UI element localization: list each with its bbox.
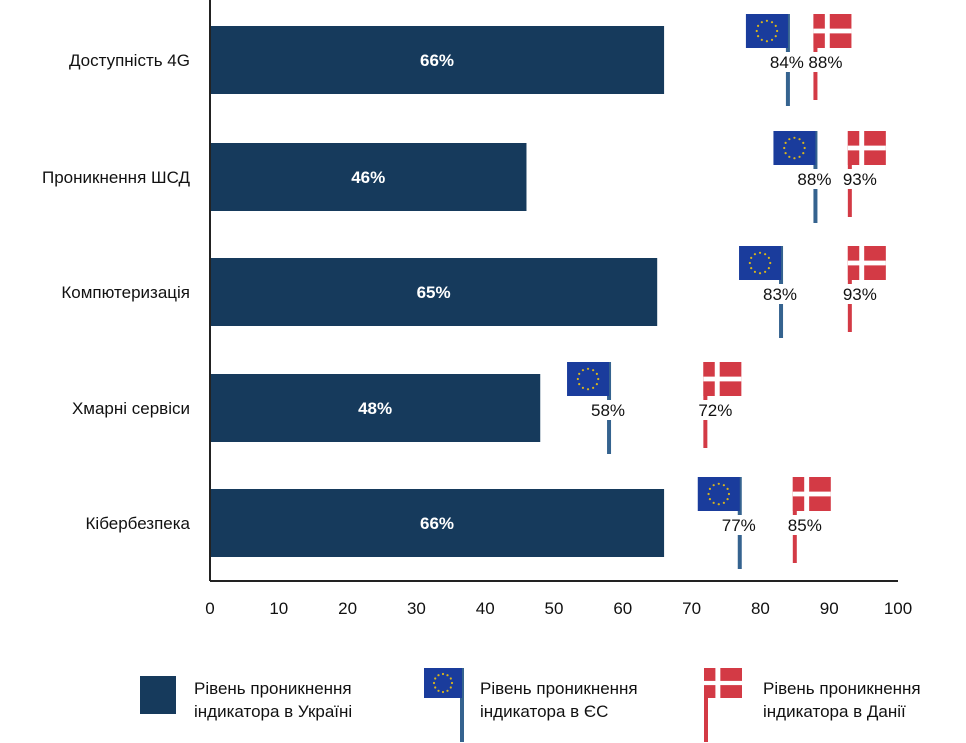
- x-tick-label: 30: [407, 599, 426, 618]
- x-tick-label: 90: [820, 599, 839, 618]
- eu-value-label: 77%: [722, 516, 756, 535]
- denmark-flag-icon: [847, 246, 886, 280]
- x-tick-label: 0: [205, 599, 214, 618]
- legend-eu-pole: [460, 668, 464, 742]
- eu-flag-icon: [739, 246, 782, 280]
- category-labels: Доступність 4G Проникнення ШСД Компютериза…: [42, 51, 191, 533]
- bar-value-label: 66%: [420, 514, 454, 533]
- eu-flag-icon: [424, 668, 462, 698]
- bar-ukraine: [210, 258, 658, 326]
- denmark-marker: 93%: [837, 131, 886, 217]
- denmark-marker: 85%: [782, 477, 831, 563]
- denmark-flag-icon: [813, 14, 852, 48]
- eu-label-bg: [789, 169, 840, 189]
- bar-ukraine: [210, 143, 527, 211]
- bar-value-label: 66%: [420, 51, 454, 70]
- x-tick-label: 70: [682, 599, 701, 618]
- category-label: Проникнення ШСД: [42, 168, 190, 187]
- eu-flag-icon: [773, 131, 816, 165]
- x-tick-label: 20: [338, 599, 357, 618]
- legend-label-line1: Рівень проникнення: [194, 679, 352, 698]
- eu-marker: 83%: [739, 246, 806, 338]
- x-tick-label: 60: [613, 599, 632, 618]
- bar-value-label: 48%: [358, 399, 392, 418]
- x-tick-label: 40: [476, 599, 495, 618]
- denmark-value-label: 72%: [698, 401, 732, 420]
- legend-denmark-pole: [704, 668, 708, 742]
- denmark-label-bg: [693, 400, 740, 420]
- eu-value-label: 88%: [797, 170, 831, 189]
- denmark-value-label: 93%: [843, 170, 877, 189]
- denmark-label-bg: [837, 169, 884, 189]
- eu-label-bg: [761, 52, 812, 72]
- x-tick-label: 100: [884, 599, 912, 618]
- bar-ukraine: [210, 26, 665, 94]
- denmark-flag-icon: [703, 362, 742, 396]
- eu-value-label: 84%: [770, 53, 804, 72]
- legend-bar-swatch: [140, 676, 176, 714]
- x-axis: 0 10 20 30 40 50 60 70 80 90 100: [205, 0, 912, 618]
- x-tick-label: 50: [545, 599, 564, 618]
- eu-flag-icon: [567, 362, 610, 396]
- legend-item-ukraine: Рівень проникнення індикатора в Україні: [140, 676, 352, 721]
- denmark-flag-icon: [704, 668, 742, 698]
- legend-item-denmark: Рівень проникнення індикатора в Данії: [704, 668, 921, 742]
- category-label: Хмарні сервіси: [72, 399, 190, 418]
- legend-label-line1: Рівень проникнення: [763, 679, 921, 698]
- legend-label-line2: індикатора в ЄС: [480, 702, 608, 721]
- denmark-flag-icon: [847, 131, 886, 165]
- denmark-marker: 72%: [693, 362, 742, 448]
- legend-label-line1: Рівень проникнення: [480, 679, 638, 698]
- eu-value-label: 58%: [591, 401, 625, 420]
- denmark-flag-icon: [792, 477, 831, 511]
- eu-label-bg: [755, 284, 806, 304]
- denmark-label-bg: [837, 284, 884, 304]
- denmark-marker: 93%: [837, 246, 886, 332]
- bar-ukraine: [210, 489, 665, 557]
- legend-label-line2: індикатора в Україні: [194, 702, 352, 721]
- denmark-value-label: 85%: [788, 516, 822, 535]
- eu-flag-icon: [745, 14, 788, 48]
- bar-ukraine: [210, 374, 541, 442]
- denmark-marker: 88%: [803, 14, 852, 100]
- eu-flag-icon: [697, 477, 740, 511]
- eu-value-label: 83%: [763, 285, 797, 304]
- eu-label-bg: [583, 400, 634, 420]
- x-tick-label: 10: [269, 599, 288, 618]
- denmark-label-bg: [803, 52, 850, 72]
- category-label: Доступність 4G: [69, 51, 190, 70]
- eu-marker: 77%: [697, 477, 764, 569]
- bar-value-label: 46%: [351, 168, 385, 187]
- denmark-value-label: 88%: [808, 53, 842, 72]
- legend-item-eu: Рівень проникнення індикатора в ЄС: [424, 668, 638, 742]
- bar-value-label: 65%: [417, 283, 451, 302]
- markers-group: 84% 88%88% 93%83% 93%58% 72%77% 85%: [567, 14, 886, 569]
- denmark-label-bg: [782, 515, 829, 535]
- eu-marker: 84%: [745, 14, 812, 106]
- bars-group: 66% 46% 65% 48% 66%: [210, 26, 665, 557]
- eu-marker: 88%: [773, 131, 840, 223]
- eu-marker: 58%: [567, 362, 634, 454]
- legend-label-line2: індикатора в Данії: [763, 702, 906, 721]
- denmark-value-label: 93%: [843, 285, 877, 304]
- category-label: Компютеризація: [61, 283, 190, 302]
- category-label: Кібербезпека: [86, 514, 191, 533]
- x-tick-label: 80: [751, 599, 770, 618]
- eu-label-bg: [713, 515, 764, 535]
